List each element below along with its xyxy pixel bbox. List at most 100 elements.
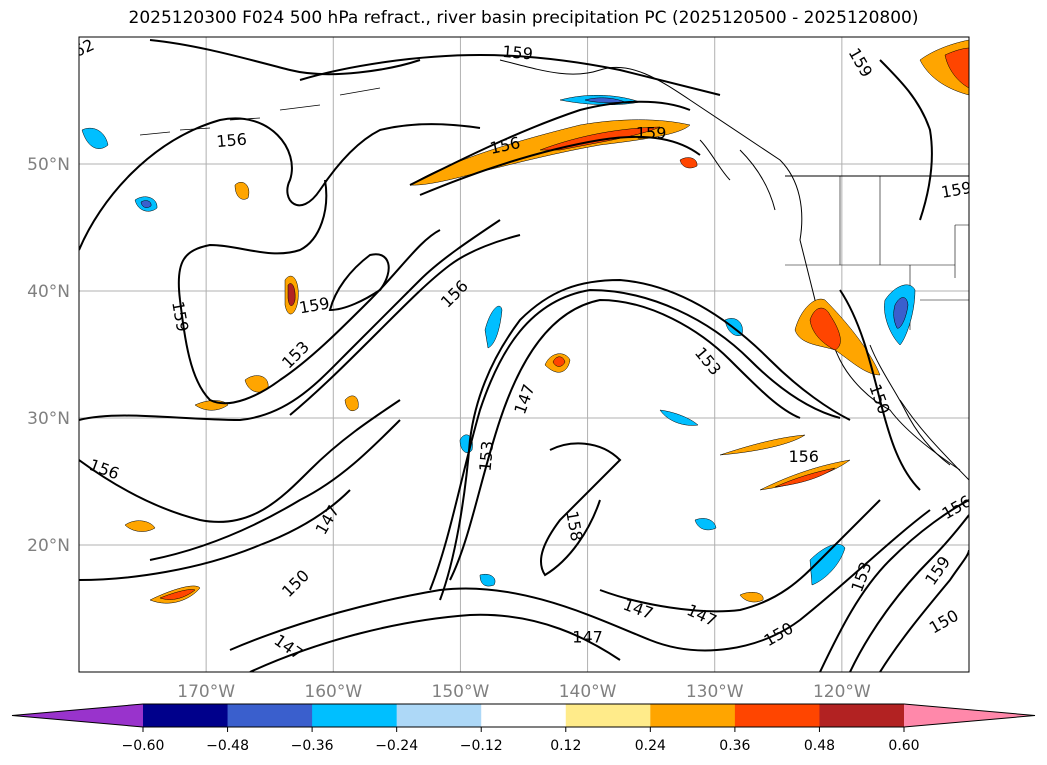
contour-153-core <box>439 278 851 601</box>
latitude-labels: 50°N 40°N 30°N 20°N <box>27 155 70 556</box>
band-gulf-core <box>539 126 661 151</box>
colorbar <box>11 703 1036 728</box>
contour-label: 147 <box>572 627 603 646</box>
lon-tick-label: 120°W <box>813 682 871 702</box>
lon-tick-label: 150°W <box>432 682 490 702</box>
contour-153-1 <box>79 219 501 422</box>
contours <box>79 39 969 672</box>
contour-label: 159 <box>502 42 534 64</box>
contour-label: 159 <box>636 123 667 142</box>
orange-streak-east <box>719 434 806 456</box>
contour-150-nevada <box>839 289 921 491</box>
colorbar-segment <box>312 704 398 727</box>
contour-label: 153 <box>476 440 498 472</box>
colorbar-tick-label: −0.48 <box>206 738 249 754</box>
colorbar-segment <box>650 704 736 727</box>
map-title: 2025120300 F024 500 hPa refract., river … <box>128 8 919 28</box>
contour-150-south <box>229 509 931 652</box>
contour-label: 159 <box>940 178 973 202</box>
blue-west-2-core <box>140 200 152 208</box>
contour-156-left <box>79 399 401 523</box>
contour-159-west <box>177 179 328 301</box>
colorbar-tick-label: 0.60 <box>888 738 919 754</box>
california-core <box>809 307 841 351</box>
map-border <box>78 36 970 673</box>
contour-159-east <box>879 549 969 672</box>
orange-mexico <box>344 395 359 411</box>
colorbar-segment <box>227 704 313 727</box>
contour-label-text: 159 <box>636 123 667 142</box>
contour-label-text: 153 <box>476 440 498 472</box>
colorbar-tick-label: 0.36 <box>719 738 750 754</box>
blue-south-3 <box>479 574 496 587</box>
contour-label-text: 159 <box>940 178 973 202</box>
contour-159-north <box>299 53 721 96</box>
contour-147-core <box>449 298 801 581</box>
contour-158-inner <box>540 442 622 577</box>
colorbar-tick-label: 0.24 <box>635 738 666 754</box>
lon-tick-label: 130°W <box>686 682 744 702</box>
contour-159-cell <box>328 253 390 312</box>
colorbar-tick-labels: −0.60 −0.48 −0.36 −0.24 −0.12 0.12 0.24 0.36 0.4… <box>122 727 920 754</box>
colorbar-tick-label: −0.60 <box>122 738 165 754</box>
colorbar-segment <box>734 704 820 727</box>
colorbar-tick-label: 0.48 <box>804 738 835 754</box>
orange-west-5 <box>124 520 156 532</box>
colorbar-tick-label: −0.36 <box>291 738 334 754</box>
blue-south-2 <box>694 518 717 531</box>
contour-150-core <box>429 288 841 591</box>
colorbar-tick-label: −0.12 <box>460 738 503 754</box>
contour-147-south <box>599 499 881 613</box>
blue-south-1 <box>809 544 846 586</box>
contour-156-east <box>849 514 969 672</box>
contour-153-south <box>249 613 621 672</box>
orange-mid-south <box>739 592 764 603</box>
contour-159-ne <box>879 59 933 221</box>
colorbar-segment <box>481 704 567 727</box>
longitude-labels: 170°W 160°W 150°W 140°W 130°W 120°W <box>177 682 871 702</box>
lat-tick-label: 20°N <box>27 536 70 556</box>
contour-147-left <box>149 419 401 561</box>
red-streak-east <box>774 467 836 488</box>
blue-nevada-core <box>893 297 909 329</box>
colorbar-extend-high <box>904 704 1035 727</box>
contour-label-text: 156 <box>788 447 819 466</box>
baja-coast <box>869 344 951 466</box>
lat-tick-label: 40°N <box>27 282 70 302</box>
contour-156-band <box>409 100 691 186</box>
colorbar-segment <box>143 704 229 727</box>
lat-tick-label: 50°N <box>27 155 70 175</box>
contour-label: 156 <box>788 447 819 466</box>
blue-mid-2 <box>659 409 699 426</box>
contour-156-loop <box>179 229 441 405</box>
alaska-coast <box>499 59 961 471</box>
blue-west-1 <box>81 127 109 149</box>
colorbar-segment <box>819 704 905 727</box>
lon-tick-label: 160°W <box>304 682 362 702</box>
lon-tick-label: 170°W <box>177 682 235 702</box>
red-hi-low <box>552 356 566 367</box>
colorbar-segment <box>565 704 651 727</box>
blue-mid-1 <box>484 305 503 349</box>
contour-153-east <box>819 499 969 672</box>
contour-159-mid <box>419 135 701 196</box>
precip-shading <box>81 39 969 604</box>
colorbar-tick-label: 0.12 <box>550 738 581 754</box>
state-lines <box>785 176 969 330</box>
orange-west-2 <box>234 182 250 200</box>
colorbar-extend-low <box>12 704 143 727</box>
ne-corner-core <box>944 47 969 89</box>
lat-tick-label: 30°N <box>27 409 70 429</box>
bc-islands <box>699 139 776 211</box>
contour-153-2 <box>289 234 521 416</box>
colorbar-segment <box>396 704 482 727</box>
sea-of-cortez <box>899 399 969 481</box>
colorbar-tick-label: −0.24 <box>375 738 418 754</box>
contour-156-outer <box>79 117 481 251</box>
contour-label-text: 159 <box>502 42 534 64</box>
contour-label-text: 147 <box>572 627 603 646</box>
contour-label-text: 156 <box>216 130 248 152</box>
contour-150-left <box>79 489 351 581</box>
red-patch-west <box>159 589 196 600</box>
